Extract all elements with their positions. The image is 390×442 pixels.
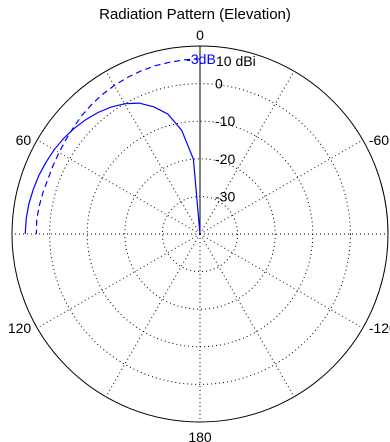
chart-title: Radiation Pattern (Elevation) <box>99 6 291 23</box>
series-label: -3dB <box>186 51 216 67</box>
angle-tick-label: -120 <box>369 320 390 336</box>
series-line-3db <box>35 58 201 235</box>
radial-tick-label: -20 <box>215 151 235 167</box>
grid-ring <box>124 158 276 310</box>
angle-tick-label: -60 <box>369 132 389 148</box>
grid-spoke <box>199 70 295 235</box>
angle-tick-label: 120 <box>8 320 32 336</box>
grid-spoke <box>199 233 295 398</box>
grid-spoke <box>199 233 364 329</box>
grid-spoke <box>199 139 364 235</box>
radial-unit-label: 10 dBi <box>216 53 256 69</box>
grid-spoke <box>105 233 201 398</box>
angle-tick-label: 180 <box>188 429 212 442</box>
grid-spoke <box>36 233 201 329</box>
angle-tick-label: 60 <box>16 132 32 148</box>
grid-spoke <box>105 70 201 235</box>
radial-tick-label: 0 <box>215 76 223 92</box>
radial-tick-label: -10 <box>215 113 235 129</box>
series-line-gain <box>24 102 201 235</box>
grid-spoke <box>36 139 201 235</box>
angle-tick-label: 0 <box>196 27 204 43</box>
radial-tick-label: -30 <box>215 188 235 204</box>
